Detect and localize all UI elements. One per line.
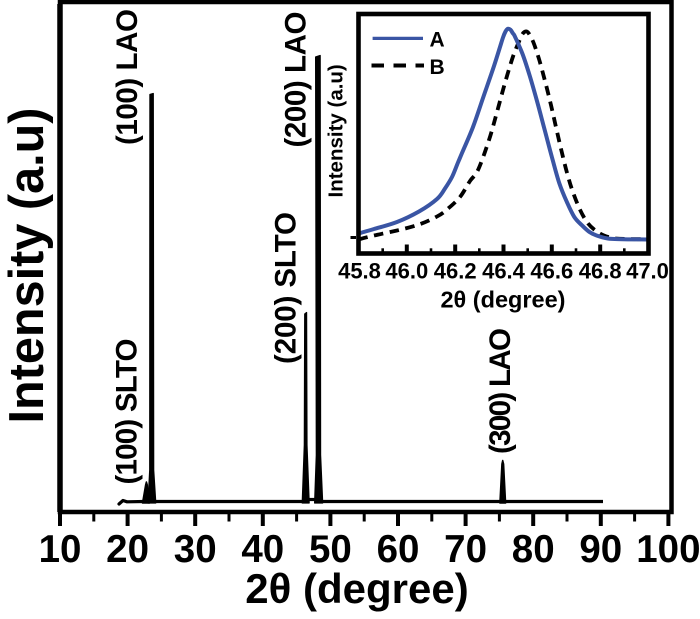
svg-text:45.8: 45.8 (338, 259, 381, 284)
svg-text:70: 70 (444, 528, 487, 571)
svg-text:Intensity (a.u): Intensity (a.u) (325, 64, 348, 197)
svg-text:90: 90 (579, 528, 622, 571)
svg-text:(100) SLTO: (100) SLTO (111, 339, 144, 485)
svg-text:50: 50 (309, 528, 352, 571)
svg-text:46.2: 46.2 (434, 259, 477, 284)
svg-text:100: 100 (636, 528, 700, 571)
svg-text:A: A (430, 29, 445, 52)
svg-text:(300) LAO: (300) LAO (484, 328, 517, 454)
svg-text:80: 80 (512, 528, 555, 571)
svg-text:40: 40 (241, 528, 284, 571)
svg-text:30: 30 (174, 528, 217, 571)
svg-text:2θ (degree): 2θ (degree) (440, 287, 565, 313)
svg-text:(100) LAO: (100) LAO (111, 9, 144, 145)
svg-text:46.0: 46.0 (385, 259, 428, 284)
svg-text:B: B (430, 56, 445, 79)
svg-text:47.0: 47.0 (626, 259, 669, 284)
svg-text:46.6: 46.6 (530, 259, 573, 284)
svg-text:46.4: 46.4 (482, 259, 526, 284)
svg-text:Intensity (a.u): Intensity (a.u) (0, 108, 54, 424)
svg-text:2θ (degree): 2θ (degree) (245, 565, 468, 612)
svg-text:20: 20 (106, 528, 149, 571)
svg-text:10: 10 (39, 528, 82, 571)
svg-text:(200) SLTO: (200) SLTO (270, 212, 303, 364)
svg-text:46.8: 46.8 (579, 259, 622, 284)
svg-text:(200) LAO: (200) LAO (280, 12, 313, 148)
svg-text:60: 60 (377, 528, 420, 571)
